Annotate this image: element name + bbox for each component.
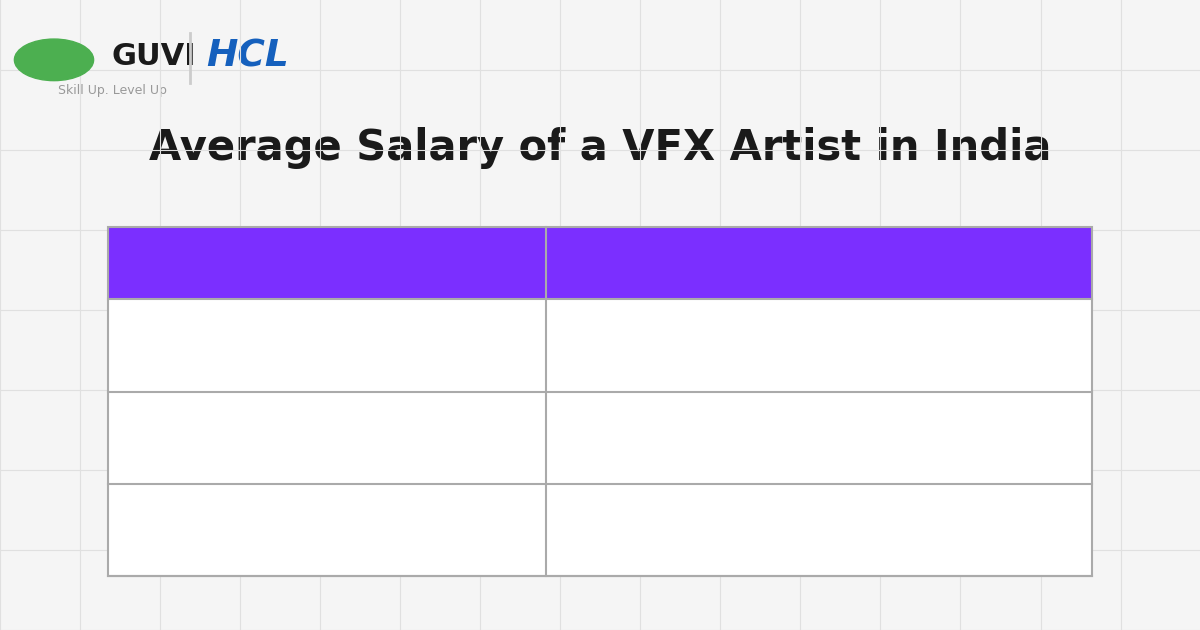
Text: Average Annual Salary (INR): Average Annual Salary (INR)	[607, 250, 1031, 276]
Text: Entry-Level (0-2 years): Entry-Level (0-2 years)	[176, 333, 478, 358]
Text: 12 – 20 Lakhs or more: 12 – 20 Lakhs or more	[672, 517, 966, 543]
Text: Average Salary of a VFX Artist in India: Average Salary of a VFX Artist in India	[149, 127, 1051, 169]
Text: Skill Up. Level Up: Skill Up. Level Up	[58, 84, 167, 96]
Text: 2.5 – 4.5 Lakhs: 2.5 – 4.5 Lakhs	[720, 333, 918, 358]
Text: 5 – 10 Lakhs: 5 – 10 Lakhs	[737, 425, 901, 451]
Text: HCL: HCL	[206, 38, 289, 75]
Text: GUVI: GUVI	[112, 42, 197, 71]
Text: Mid-Level (3-7 years): Mid-Level (3-7 years)	[187, 425, 467, 451]
Text: Senior-Level (8+ years): Senior-Level (8+ years)	[172, 517, 482, 543]
Text: g: g	[44, 47, 64, 73]
Text: Experience Level: Experience Level	[202, 250, 454, 276]
